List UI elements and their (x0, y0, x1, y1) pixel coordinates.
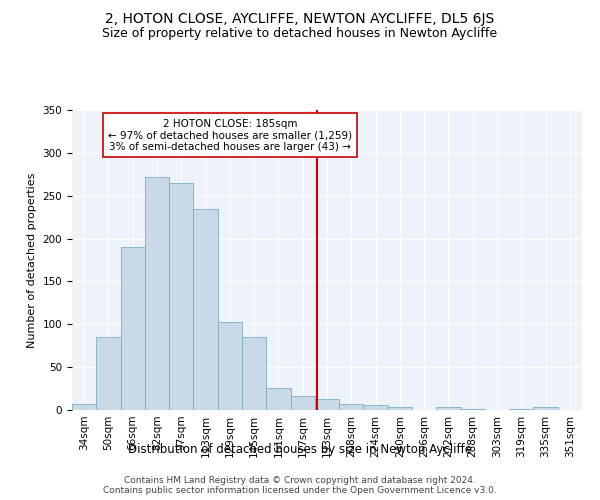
Text: Size of property relative to detached houses in Newton Aycliffe: Size of property relative to detached ho… (103, 28, 497, 40)
Bar (509, 409, 533, 410)
Bar (388, 408, 412, 410)
Y-axis label: Number of detached properties: Number of detached properties (27, 172, 37, 348)
Bar (461, 409, 485, 410)
Text: 2, HOTON CLOSE, AYCLIFFE, NEWTON AYCLIFFE, DL5 6JS: 2, HOTON CLOSE, AYCLIFFE, NEWTON AYCLIFF… (106, 12, 494, 26)
Text: 2 HOTON CLOSE: 185sqm
← 97% of detached houses are smaller (1,259)
3% of semi-de: 2 HOTON CLOSE: 185sqm ← 97% of detached … (108, 118, 352, 152)
Bar (266, 388, 290, 410)
Bar (364, 405, 388, 410)
Bar (96, 337, 121, 410)
Bar (193, 210, 218, 410)
Bar (315, 399, 339, 410)
Bar (72, 404, 96, 410)
Bar (339, 404, 364, 410)
Text: Contains HM Land Registry data © Crown copyright and database right 2024.
Contai: Contains HM Land Registry data © Crown c… (103, 476, 497, 495)
Bar (533, 408, 558, 410)
Bar (290, 396, 315, 410)
Bar (145, 177, 169, 410)
Bar (218, 322, 242, 410)
Bar (242, 337, 266, 410)
Text: Distribution of detached houses by size in Newton Aycliffe: Distribution of detached houses by size … (128, 442, 472, 456)
Bar (436, 408, 461, 410)
Bar (121, 247, 145, 410)
Bar (169, 183, 193, 410)
